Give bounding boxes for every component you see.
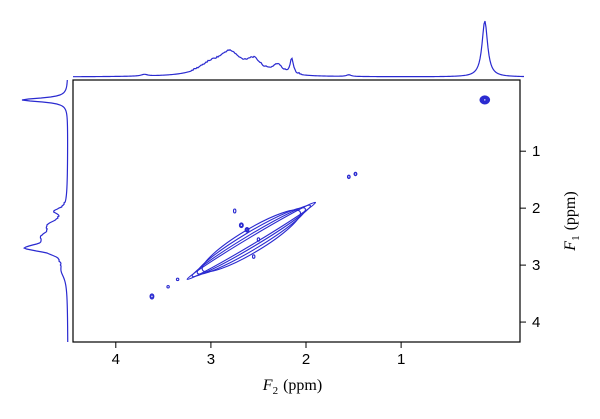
y-tick-label: 4 [532,314,540,331]
cross-peak-contour [245,227,249,232]
cross-peak-contour [353,172,358,176]
y-tick-label: 1 [532,143,540,160]
x-axis-title: F2 (ppm) [262,377,322,397]
y-tick-label: 2 [532,200,540,217]
x-axis-subscript: 2 [273,385,279,397]
diagonal-contour [191,204,312,278]
cross-peak-contour [150,294,154,299]
top-projection-trace [73,20,525,78]
y-axis: 1 2 3 4 [520,143,540,331]
left-projection-trace [21,79,69,343]
cross-peak-contour [175,277,180,282]
x-tick-label: 4 [112,351,120,368]
cross-peak-contour [347,175,351,179]
x-axis: 4 3 2 1 [112,342,405,368]
x-axis-unit: (ppm) [283,377,322,394]
top-projection-line [73,20,525,78]
y-axis-unit: (ppm) [562,191,579,230]
left-projection-line [21,79,69,343]
cross-peak-contour [479,95,491,105]
cross-peak-contour [481,96,489,104]
contour-plot [149,95,491,300]
cross-peak-contour [482,98,487,102]
cross-peak-contour [256,237,261,242]
y-tick-label: 3 [532,257,540,274]
cross-peak-contour [232,208,237,214]
cross-peak-contour [239,223,244,228]
cross-peak-contour [238,222,244,229]
diagonal-contour [196,207,306,275]
x-tick-label: 1 [397,351,405,368]
cross-peak-contour [244,226,250,233]
cross-peak-contour [482,97,488,103]
x-tick-label: 3 [207,351,215,368]
cross-peak-contour [166,285,170,289]
y-axis-symbol: F [562,241,579,252]
x-tick-label: 2 [302,351,310,368]
diagonal-contour [186,201,317,281]
y-axis-subscript: 1 [570,235,582,241]
x-axis-symbol: F [262,377,273,394]
cross-peak-contour [149,293,155,300]
y-axis-title: F1 (ppm) [562,191,582,251]
cross-peak-contour [480,96,490,104]
plot-frame [72,79,521,343]
cross-peak-contour [251,254,256,259]
